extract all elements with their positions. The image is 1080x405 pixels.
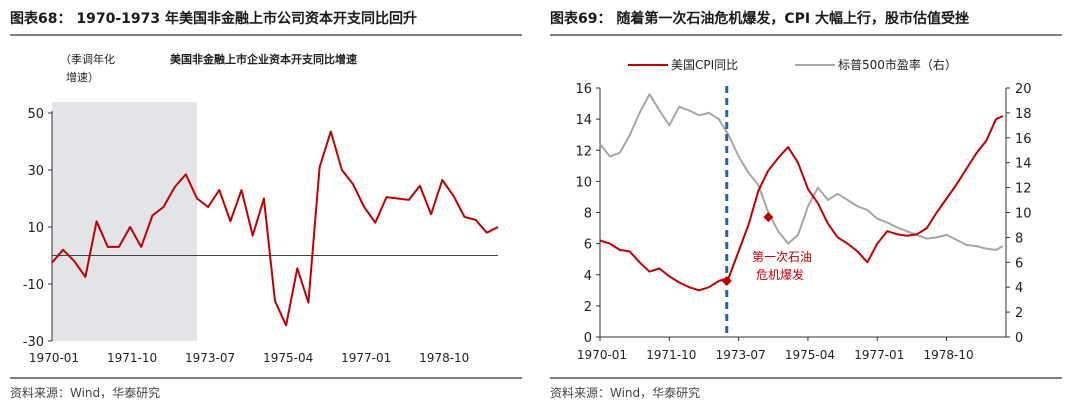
left-y-tick-label: 6: [584, 238, 592, 253]
right-y-tick-label: 16: [1015, 132, 1032, 147]
x-tick-label: 1978-10: [924, 348, 974, 362]
right-y-tick-label: 18: [1015, 107, 1032, 122]
left-y-tick-label: 0: [584, 331, 592, 346]
right-figure-title: 图表69： 随着第一次石油危机爆发，CPI 大幅上行，股市估值受挫: [550, 11, 969, 27]
right-chart: 美国CPI同比 标普500市盈率（右） 0 2 4 6 8 10 12 14 16 0 2 4 6 8 10 12…: [575, 57, 1032, 362]
x-tick-label: 1973-07: [185, 351, 235, 365]
left-y-tick-label: 10: [575, 175, 592, 190]
right-y-tick-label: 12: [1015, 182, 1032, 197]
capex-growth-line: [51, 130, 499, 327]
right-y-tick-label: 2: [1015, 306, 1023, 321]
left-title-divider: [10, 34, 522, 36]
x-tick-label: 1970-01: [577, 348, 627, 362]
x-tick-label: 1971-10: [646, 348, 696, 362]
right-y-tick-label: 0: [1015, 331, 1023, 346]
y-tick-label: -10: [23, 278, 44, 293]
left-y-tick-label: 4: [584, 269, 592, 284]
right-y-tick-label: 8: [1015, 231, 1023, 246]
x-tick-label: 1971-10: [107, 351, 157, 365]
left-y-tick-label: 16: [575, 82, 592, 97]
left-source-note: 资料来源：Wind，华泰研究: [10, 386, 161, 400]
cpi-marker: [763, 212, 774, 223]
event-annotation: 危机爆发: [756, 267, 804, 282]
x-tick-label: 1975-04: [785, 348, 835, 362]
y-tick-label: 30: [27, 164, 44, 179]
right-y-tick-label: 10: [1015, 207, 1032, 222]
y-tick-label: -30: [23, 335, 44, 350]
left-y-tick-label: 2: [584, 300, 592, 315]
x-tick-label: 1977-01: [341, 351, 391, 365]
y-tick-label: 50: [27, 107, 44, 122]
chart-title: 美国非金融上市企业资本开支同比增速: [170, 52, 357, 66]
cpi-yoy-line: [599, 115, 1004, 292]
left-chart: （季调年化增速）美国非金融上市企业资本开支同比增速503010-10-30197…: [23, 52, 499, 365]
left-bottom-divider: [10, 377, 522, 379]
left-figure-panel: 图表68： 1970-1973 年美国非金融上市公司资本开支同比回升 （季调年化…: [0, 0, 528, 405]
x-tick-label: 1975-04: [263, 351, 313, 365]
y-axis-unit-label: （季调年化: [60, 52, 115, 66]
right-y-tick-label: 14: [1015, 157, 1032, 172]
left-y-tick-label: 8: [584, 207, 592, 222]
shaded-period: [52, 102, 197, 341]
y-axis-unit-label: 增速）: [66, 70, 99, 84]
right-y-tick-label: 6: [1015, 256, 1023, 271]
right-source-note: 资料来源：Wind，华泰研究: [550, 386, 701, 400]
right-y-tick-label: 20: [1015, 82, 1032, 97]
left-y-tick-label: 12: [575, 144, 592, 159]
event-annotation: 第一次石油: [752, 250, 812, 264]
right-figure-panel: 图表69： 随着第一次石油危机爆发，CPI 大幅上行，股市估值受挫 美国CPI同…: [540, 0, 1068, 405]
x-tick-label: 1977-01: [854, 348, 904, 362]
legend-label-cpi: 美国CPI同比: [671, 58, 738, 72]
sp500-pe-line: [599, 93, 1004, 251]
legend-label-pe: 标普500市盈率（右）: [838, 57, 957, 72]
left-y-tick-label: 14: [575, 113, 592, 128]
left-figure-title: 图表68： 1970-1973 年美国非金融上市公司资本开支同比回升: [10, 11, 417, 27]
x-tick-label: 1973-07: [716, 348, 766, 362]
cpi-marker: [721, 275, 732, 286]
right-bottom-divider: [550, 377, 1062, 379]
x-tick-label: 1970-01: [29, 351, 79, 365]
right-y-tick-label: 4: [1015, 281, 1023, 296]
y-tick-label: 10: [27, 221, 44, 236]
x-tick-label: 1978-10: [419, 351, 469, 365]
right-title-divider: [550, 34, 1062, 36]
